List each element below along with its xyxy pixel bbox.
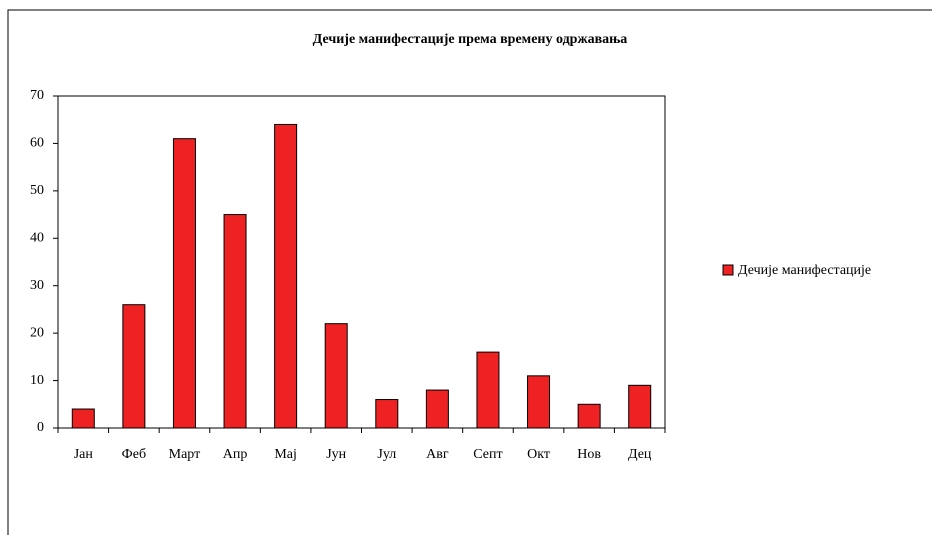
y-tick-label: 30: [30, 278, 44, 293]
bar: [577, 403, 601, 429]
bar: [223, 214, 247, 429]
y-tick-label: 10: [30, 373, 44, 388]
x-tick-label: Апр: [223, 447, 248, 462]
x-tick-label: Јун: [326, 447, 346, 462]
x-tick-label: Нов: [577, 447, 601, 462]
y-tick-label: 60: [30, 136, 44, 151]
x-tick-label: Окт: [527, 447, 550, 462]
y-tick-label: 20: [30, 325, 44, 340]
bar: [425, 389, 449, 429]
legend-swatch: [722, 264, 734, 276]
bar: [375, 399, 399, 429]
x-tick-label: Феб: [122, 447, 146, 462]
chart-border: [7, 9, 932, 535]
x-tick-label: Дец: [628, 447, 652, 462]
chart-title: Дечије манифестације према времену одржа…: [313, 32, 628, 47]
y-tick-label: 0: [37, 420, 44, 435]
bar: [172, 138, 196, 429]
x-tick-label: Септ: [473, 447, 502, 462]
x-tick-label: Јул: [377, 447, 396, 462]
x-tick-label: Мај: [274, 447, 297, 462]
y-tick-label: 40: [30, 231, 44, 246]
bar: [628, 384, 652, 429]
bar: [122, 304, 146, 429]
y-tick-label: 50: [30, 183, 44, 198]
y-tick-label: 70: [30, 88, 44, 103]
x-tick-label: Март: [169, 447, 201, 462]
bar: [324, 323, 348, 429]
bar: [476, 351, 500, 429]
bar: [527, 375, 551, 429]
x-tick-label: Авг: [426, 447, 449, 462]
bar: [274, 123, 298, 429]
x-tick-label: Јан: [74, 447, 94, 462]
bar: [71, 408, 95, 429]
legend-label: Дечије манифестације: [738, 263, 871, 278]
